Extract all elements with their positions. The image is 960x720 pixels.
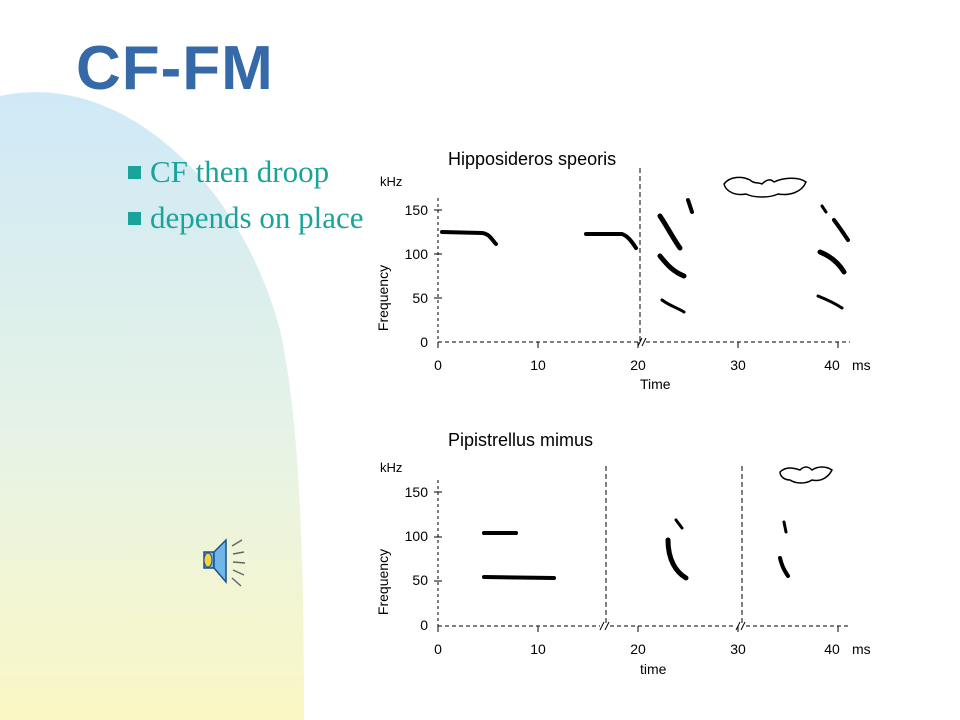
y-unit: kHz	[380, 174, 402, 189]
signal-traces	[440, 198, 850, 314]
x-axis-label: Time	[640, 376, 671, 392]
figure-title: Hipposideros speoris	[448, 149, 616, 169]
x-axis-label: time	[640, 661, 667, 677]
y-axis-label: Frequency	[375, 549, 391, 615]
slide-title: CF-FM	[76, 34, 274, 103]
x-tick-label: 0	[434, 357, 442, 373]
y-tick-label: 0	[420, 334, 428, 350]
y-axis-label: Frequency	[375, 265, 391, 331]
x-tick-label: 10	[530, 641, 546, 657]
y-tick-label: 100	[405, 246, 429, 262]
axes	[434, 466, 850, 632]
x-tick-label: 30	[730, 641, 746, 657]
y-unit: kHz	[380, 460, 402, 475]
spectrogram-pipistrellus: Pipistrellus mimus kHz Frequency 150 100…	[375, 430, 871, 677]
bat-silhouette-icon	[723, 176, 807, 198]
x-unit: ms	[852, 357, 871, 373]
x-tick-label: 30	[730, 357, 746, 373]
signal-traces	[482, 518, 790, 581]
axes	[434, 168, 850, 348]
x-tick-label: 40	[824, 641, 840, 657]
y-tick-label: 150	[405, 484, 429, 500]
bullet-item: CF then droop	[128, 154, 398, 190]
speaker-icon[interactable]	[188, 532, 248, 592]
x-tick-label: 10	[530, 357, 546, 373]
y-tick-label: 50	[412, 572, 428, 588]
bullet-item: depends on place	[128, 200, 398, 236]
y-tick-label: 50	[412, 290, 428, 306]
x-tick-label: 40	[824, 357, 840, 373]
bullet-square-icon	[128, 212, 141, 225]
bullet-text: CF then droop	[150, 154, 330, 189]
x-tick-label: 20	[630, 357, 646, 373]
x-tick-label: 0	[434, 641, 442, 657]
spectrogram-hipposideros: Hipposideros speoris kHz Frequency 150 1…	[375, 149, 871, 392]
y-tick-label: 0	[420, 617, 428, 633]
bullet-list: CF then droop depends on place	[128, 154, 398, 246]
bat-silhouette-icon	[779, 466, 833, 484]
x-unit: ms	[852, 641, 871, 657]
bullet-square-icon	[128, 166, 141, 179]
x-tick-label: 20	[630, 641, 646, 657]
figure-title: Pipistrellus mimus	[448, 430, 593, 450]
bullet-text: depends on place	[150, 200, 364, 235]
y-tick-label: 100	[405, 528, 429, 544]
y-tick-label: 150	[405, 202, 429, 218]
